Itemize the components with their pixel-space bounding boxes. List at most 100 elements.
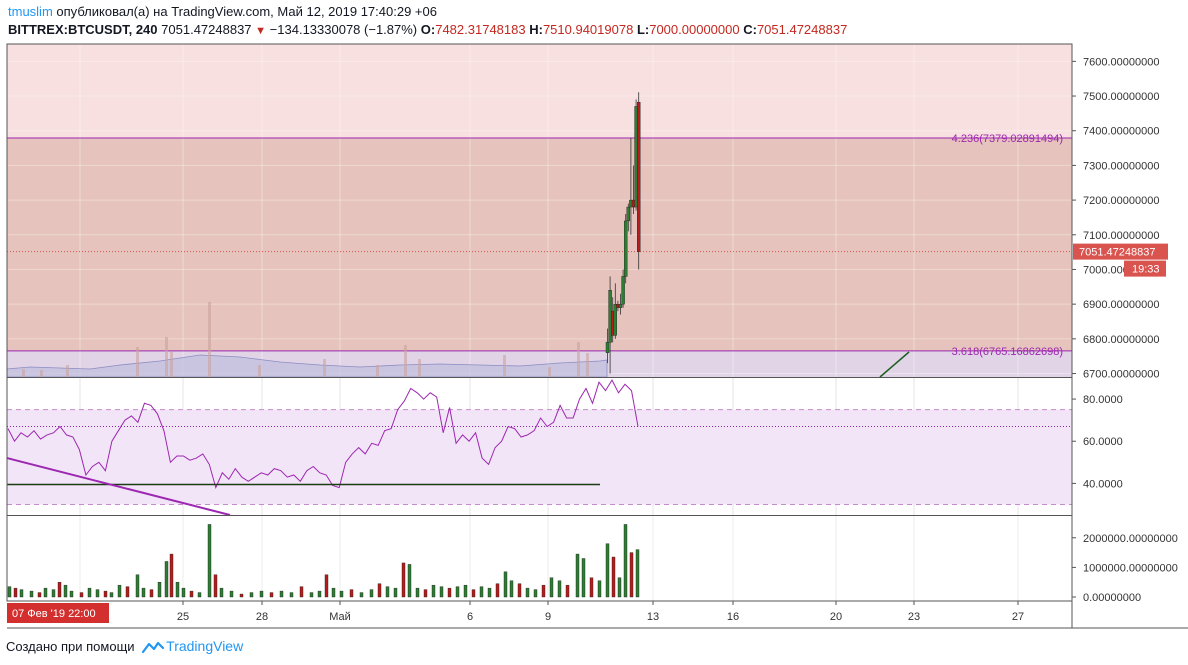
price-axis-label: 6700.00000000	[1083, 369, 1159, 381]
symbol-label: BITTREX:BTCUSDT, 240	[8, 22, 158, 37]
price-axis-label: 7100.00000000	[1083, 230, 1159, 242]
volume-bar	[423, 589, 428, 598]
volume-bar	[309, 592, 314, 598]
volume-bar	[407, 564, 412, 598]
rsi-axis-label: 80.0000	[1083, 394, 1123, 406]
volume-bar	[385, 586, 390, 598]
date-axis-label: 25	[177, 611, 189, 623]
volume-bar	[95, 589, 100, 598]
volume-bar	[219, 587, 224, 598]
volume-bar	[259, 590, 264, 598]
candle-body	[613, 303, 617, 336]
crosshair-date-label: 07 Фев '19 22:00	[12, 608, 96, 620]
crosshair-date-box	[7, 603, 109, 623]
volume-bar	[189, 590, 194, 598]
tradingview-brand[interactable]: TradingView	[166, 638, 244, 654]
volume-bar	[525, 587, 530, 598]
volume-bar	[141, 587, 146, 598]
volume-bar	[157, 581, 162, 598]
volume-bar	[541, 584, 546, 598]
volume-bar	[324, 574, 329, 598]
candle-body	[626, 206, 630, 222]
volume-bar	[125, 586, 130, 598]
volume-bar	[269, 592, 274, 598]
open-value: 7482.31748183	[435, 22, 526, 37]
volume-bar	[79, 592, 84, 598]
price-axis-label: 7600.00000000	[1083, 56, 1159, 68]
volume-overlay-bar	[208, 302, 211, 377]
volume-overlay-bar	[404, 345, 407, 377]
volume-bar	[299, 586, 304, 598]
down-triangle-icon: ▼	[255, 25, 267, 37]
created-with-text: Создано при помощи	[6, 639, 135, 654]
volume-bar	[19, 589, 24, 598]
volume-bar	[103, 590, 108, 598]
low-value: 7000.00000000	[649, 22, 740, 37]
volume-overlay-bar	[136, 347, 139, 377]
volume-axis-label: 2000000.00000000	[1083, 533, 1178, 545]
date-axis-label: 9	[545, 611, 551, 623]
volume-bar	[229, 590, 234, 598]
volume-bar	[164, 561, 169, 598]
change-value: −134.13330078 (−1.87%)	[269, 22, 418, 37]
volume-overlay-bar	[170, 352, 173, 377]
author-link[interactable]: tmuslim	[8, 4, 53, 19]
volume-bar	[635, 549, 640, 598]
volume-axis-label: 0.00000000	[1083, 592, 1141, 604]
volume-overlay-bar	[258, 365, 261, 377]
volume-bar	[439, 586, 444, 598]
volume-bar	[175, 581, 180, 598]
volume-overlay-bar	[323, 359, 326, 377]
volume-bar	[589, 577, 594, 598]
volume-bar	[51, 589, 56, 598]
volume-overlay-bar	[40, 370, 43, 377]
candle-body	[618, 303, 623, 308]
price-axis-label: 7400.00000000	[1083, 126, 1159, 138]
volume-bar	[63, 584, 68, 598]
volume-bar	[207, 524, 212, 598]
date-axis-label: 20	[830, 611, 842, 623]
volume-bar	[377, 583, 382, 598]
date-axis-label: 28	[256, 611, 268, 623]
fib-zone-upper	[7, 44, 1072, 138]
volume-bar	[503, 571, 508, 598]
high-value: 7510.94019078	[542, 22, 634, 37]
volume-overlay-bar	[548, 367, 551, 377]
volume-bar	[575, 553, 580, 598]
volume-bar	[549, 577, 554, 598]
rsi-axis-label: 60.0000	[1083, 436, 1123, 448]
volume-bar	[447, 587, 452, 598]
volume-axis-label: 1000000.00000000	[1083, 562, 1178, 574]
volume-bar	[557, 580, 562, 598]
fib-level-label: 3.618(6765.16862698)	[952, 346, 1063, 358]
volume-bar	[43, 587, 48, 598]
volume-bar	[69, 590, 74, 598]
volume-bar	[197, 592, 202, 598]
volume-bar	[289, 592, 294, 598]
date-axis-label: 23	[908, 611, 920, 623]
price-axis-label: 7200.00000000	[1083, 195, 1159, 207]
last-price-label: 7051.47248837	[1079, 247, 1155, 259]
volume-overlay-bar	[577, 342, 580, 377]
volume-bar	[455, 586, 460, 598]
volume-overlay-bar	[503, 355, 506, 377]
candle-body	[605, 342, 610, 353]
volume-bar	[623, 524, 628, 598]
close-label: C:	[743, 22, 757, 37]
date-axis-label: Май	[329, 611, 351, 623]
date-axis-label: 6	[467, 611, 473, 623]
volume-bar	[617, 577, 622, 598]
date-axis-label: 27	[1012, 611, 1024, 623]
volume-bar	[495, 583, 500, 598]
volume-bar	[331, 587, 336, 598]
rsi-trendline	[6, 457, 231, 516]
rsi-axis-label: 40.0000	[1083, 478, 1123, 490]
countdown-box	[1124, 260, 1166, 277]
volume-bar	[611, 556, 616, 598]
footer: Создано при помощи TradingView	[6, 638, 243, 657]
volume-bar	[533, 589, 538, 598]
volume-bar	[629, 552, 634, 598]
volume-bar	[7, 586, 12, 598]
candle-body	[637, 101, 641, 252]
